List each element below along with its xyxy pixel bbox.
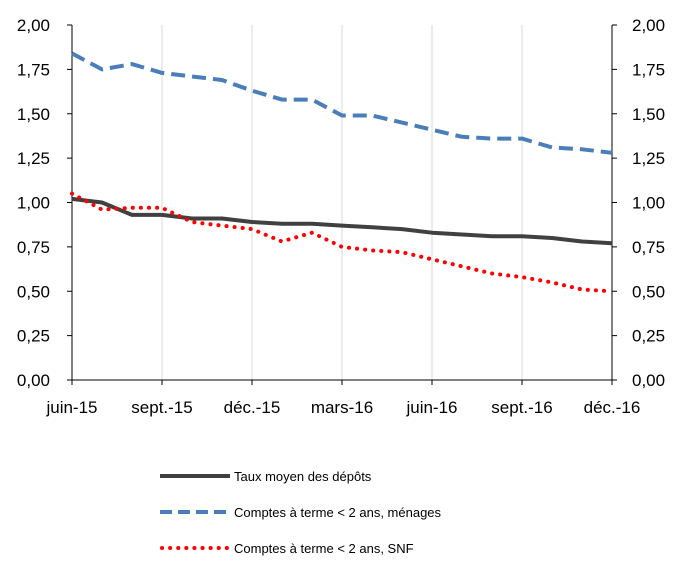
y-tick-label-right: 0,75	[632, 238, 665, 257]
y-tick-label-left: 0,75	[17, 238, 50, 257]
y-tick-label-right: 1,75	[632, 60, 665, 79]
y-tick-label-right: 1,50	[632, 105, 665, 124]
legend-item-menages: Comptes à terme < 2 ans, ménages	[158, 494, 441, 530]
y-tick-label-right: 0,00	[632, 371, 665, 390]
legend-swatch-solid	[158, 468, 232, 484]
legend: Taux moyen des dépôts Comptes à terme < …	[158, 458, 441, 566]
y-tick-label-right: 2,00	[632, 16, 665, 35]
legend-swatch-dotted	[158, 540, 232, 556]
series-line-3	[70, 191, 614, 294]
y-tick-label-left: 2,00	[17, 16, 50, 35]
y-tick-label-left: 1,75	[17, 60, 50, 79]
y-tick-label-right: 0,50	[632, 282, 665, 301]
legend-label: Taux moyen des dépôts	[234, 468, 372, 484]
y-tick-label-left: 0,25	[17, 327, 50, 346]
y-tick-label-right: 0,25	[632, 327, 665, 346]
y-tick-label-left: 1,25	[17, 149, 50, 168]
y-tick-label-left: 0,00	[17, 371, 50, 390]
x-tick-label: juin-16	[405, 398, 457, 417]
y-tick-label-right: 1,00	[632, 194, 665, 213]
legend-swatch-dashed	[158, 504, 232, 520]
y-tick-label-left: 1,00	[17, 194, 50, 213]
legend-label: Comptes à terme < 2 ans, SNF	[234, 540, 414, 556]
y-tick-label-left: 1,50	[17, 105, 50, 124]
x-tick-label: déc.-15	[224, 398, 281, 417]
axes	[67, 24, 617, 385]
x-tick-label: déc.-16	[584, 398, 641, 417]
series-line-2	[71, 51, 613, 155]
series-line-1	[71, 196, 613, 246]
x-tick-label: juin-15	[45, 398, 97, 417]
tick-labels: 0,00 0,00 0,25 0,25 0,50 0,50 0,75 0,75 1,00 1,00…	[17, 16, 665, 417]
y-tick-label-left: 0,50	[17, 282, 50, 301]
x-tick-label: mars-16	[311, 398, 373, 417]
legend-item-taux-moyen: Taux moyen des dépôts	[158, 458, 441, 494]
series-lines	[70, 51, 614, 294]
y-tick-label-right: 1,25	[632, 149, 665, 168]
legend-label: Comptes à terme < 2 ans, ménages	[234, 504, 442, 520]
x-tick-label: sept.-16	[491, 398, 552, 417]
x-tick-label: sept.-15	[131, 398, 192, 417]
vertical-gridlines	[71, 25, 613, 380]
legend-item-snf: Comptes à terme < 2 ans, SNF	[158, 530, 441, 566]
line-chart: 0,00 0,00 0,25 0,25 0,50 0,50 0,75 0,75 1,00 1,00…	[17, 16, 665, 417]
